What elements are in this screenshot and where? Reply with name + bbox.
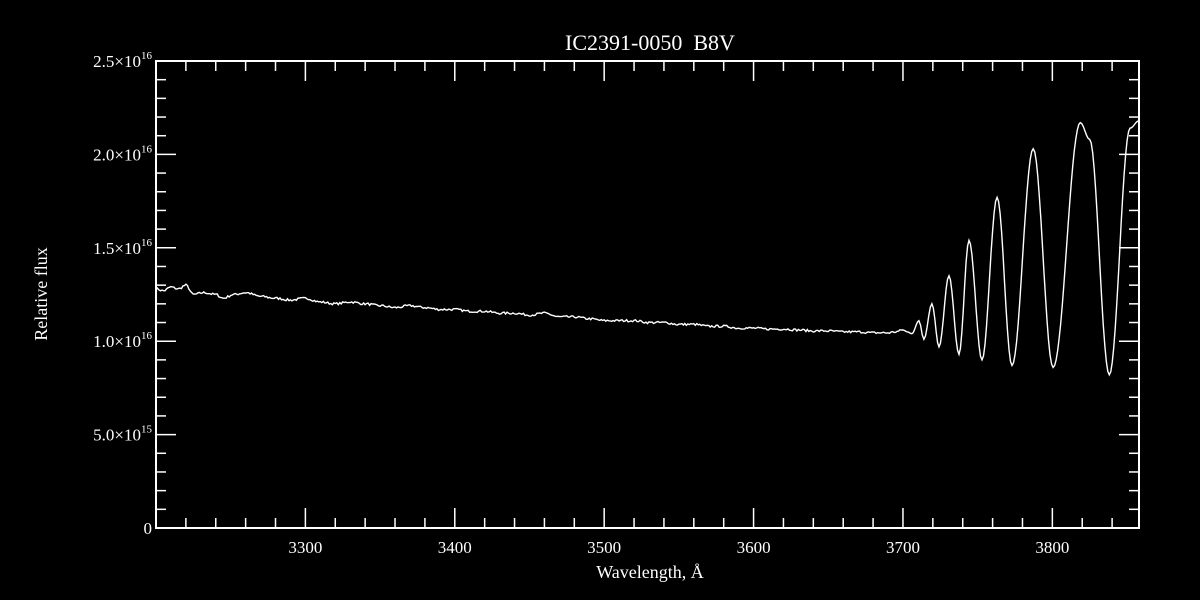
x-tick-label: 3300	[288, 538, 322, 557]
y-tick-label: 0	[144, 519, 153, 538]
y-tick-exponent: 16	[141, 143, 153, 155]
y-tick-label: 2.0×1016	[93, 143, 152, 164]
y-tick-mantissa: 1.0×10	[93, 332, 141, 351]
axis-ticks	[155, 60, 1139, 529]
chart-title: IC2391-0050 B8V	[565, 30, 735, 55]
y-tick-exponent: 16	[141, 237, 153, 249]
y-tick-exponent: 16	[141, 330, 153, 342]
y-tick-mantissa: 1.5×10	[93, 239, 141, 258]
y-tick-label: 5.0×1015	[93, 424, 152, 445]
y-tick-mantissa: 5.0×10	[93, 426, 141, 445]
x-tick-label: 3400	[438, 538, 472, 557]
x-tick-label: 3500	[587, 538, 621, 557]
y-axis-title: Relative flux	[31, 247, 51, 340]
x-tick-label: 3800	[1035, 538, 1069, 557]
y-tick-exponent: 15	[141, 424, 153, 436]
y-tick-label: 1.0×1016	[93, 330, 152, 351]
x-tick-label: 3600	[737, 538, 771, 557]
y-tick-mantissa: 0	[144, 519, 153, 538]
y-tick-exponent: 16	[141, 50, 153, 62]
y-tick-mantissa: 2.0×10	[93, 145, 141, 164]
spectrum-line	[155, 120, 1140, 377]
y-tick-mantissa: 2.5×10	[93, 52, 141, 71]
x-axis-title: Wavelength, Å	[596, 562, 704, 582]
plot-frame	[155, 60, 1140, 529]
tick-labels: 3300 3400 3500 3600 3700 380005.0×10151.0×101…	[93, 50, 1069, 557]
y-tick-label: 2.5×1016	[93, 50, 152, 71]
y-tick-label: 1.5×1016	[93, 237, 152, 258]
x-tick-label: 3700	[886, 538, 920, 557]
